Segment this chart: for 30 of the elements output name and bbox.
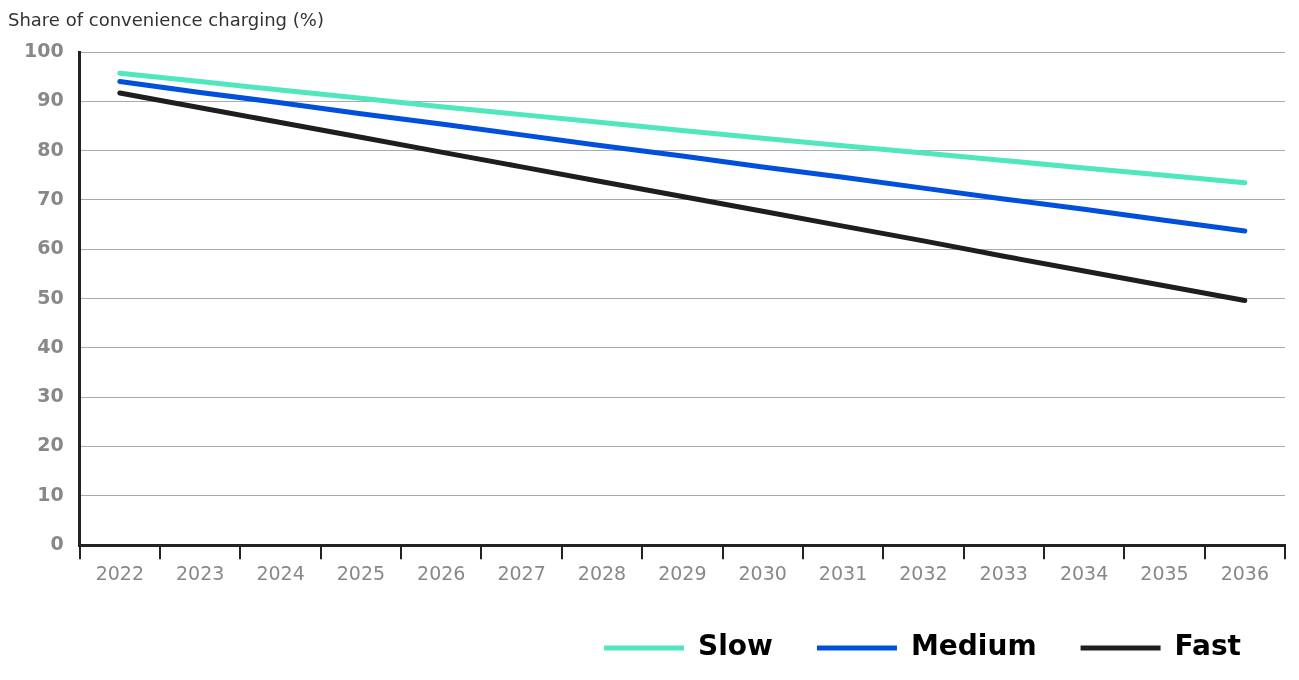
x-tick-label: 2029 [658, 561, 707, 584]
y-tick-label: 20 [37, 433, 64, 456]
legend-label: Slow [698, 629, 773, 663]
legend-label: Medium [910, 629, 1037, 663]
x-tick-label: 2022 [95, 561, 145, 584]
legend-label: Fast [1174, 629, 1242, 663]
x-tick-label: 2031 [818, 561, 868, 584]
x-tick-label: 2035 [1140, 561, 1189, 584]
x-tick-label: 2024 [256, 561, 305, 584]
x-tick-label: 2036 [1220, 561, 1269, 584]
x-tick-label: 2023 [176, 561, 225, 584]
y-tick-label: 90 [37, 88, 64, 111]
x-tick-label: 2025 [336, 561, 386, 584]
y-tick-label: 0 [50, 532, 64, 555]
x-tick-label: 2028 [577, 561, 627, 584]
y-tick-label: 80 [37, 137, 64, 160]
y-axis-title: Share of convenience charging (%) [8, 8, 324, 30]
x-tick-label: 2026 [417, 561, 466, 584]
x-tick-label: 2030 [738, 561, 787, 584]
y-tick-label: 10 [37, 482, 64, 505]
x-tick-label: 2033 [979, 561, 1028, 584]
x-tick-label: 2034 [1059, 561, 1109, 584]
y-tick-label: 60 [37, 236, 64, 259]
x-tick-label: 2027 [497, 561, 546, 584]
y-tick-label: 70 [37, 186, 64, 209]
x-tick-label: 2032 [899, 561, 948, 584]
y-tick-label: 30 [37, 384, 64, 407]
y-tick-label: 100 [23, 38, 64, 61]
y-tick-label: 50 [37, 285, 64, 308]
y-tick-label: 40 [37, 334, 64, 357]
